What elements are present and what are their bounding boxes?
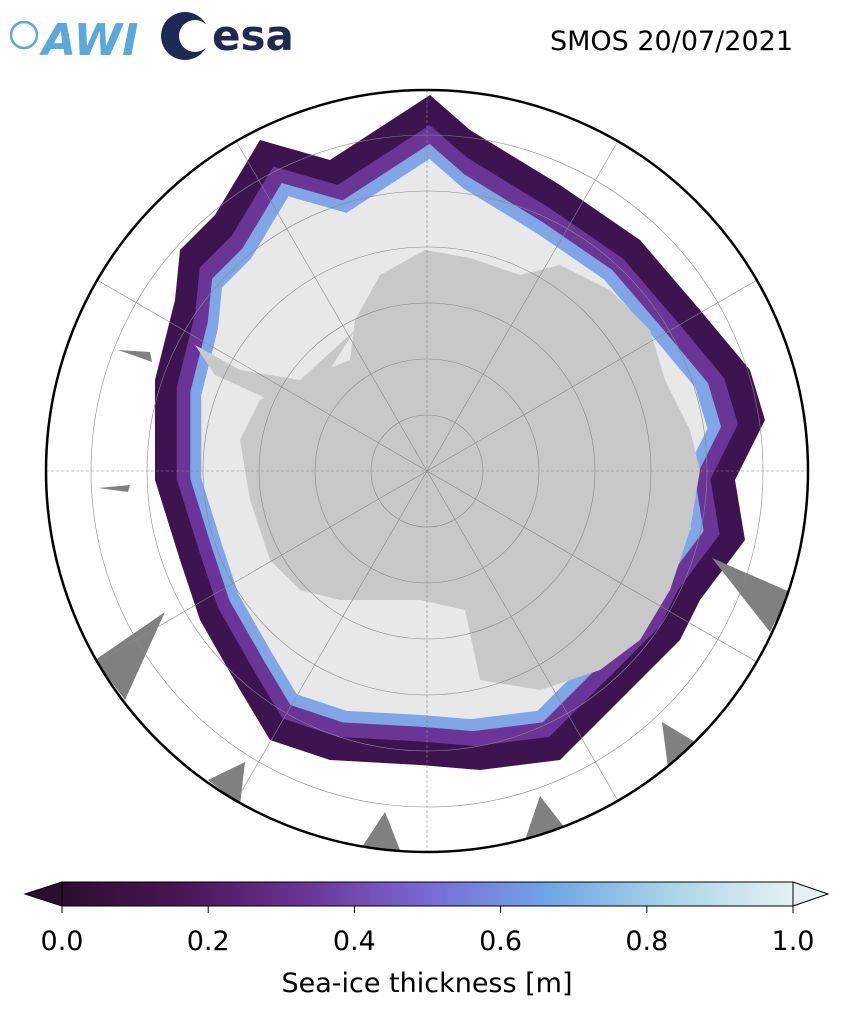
map-border <box>44 88 810 854</box>
tick-label: 1.0 <box>772 926 815 957</box>
esa-logo: esa <box>161 11 294 60</box>
tick-label: 0.0 <box>41 926 84 957</box>
map <box>46 90 808 852</box>
colorbar-extend <box>23 881 63 907</box>
logo-icon <box>179 20 211 52</box>
tick-label: 0.4 <box>333 926 376 957</box>
tick-label: 0.8 <box>625 926 668 957</box>
colorbar-scale <box>61 881 794 907</box>
colorbar-label: Sea-ice thickness [m] <box>281 968 572 999</box>
land <box>95 350 790 852</box>
awi-text: AWI <box>39 15 139 66</box>
peninsula <box>195 330 355 400</box>
colorbar <box>23 881 830 907</box>
colorbar-extend <box>792 881 830 907</box>
antarctica <box>240 250 700 690</box>
map-title: SMOS 20/07/2021 <box>550 26 793 57</box>
logo-icon <box>9 20 39 50</box>
tick-label: 0.2 <box>187 926 230 957</box>
graticule <box>46 90 808 852</box>
tick-label: 0.6 <box>479 926 522 957</box>
esa-text: esa <box>212 11 294 60</box>
awi-logo: AWI <box>9 15 139 66</box>
